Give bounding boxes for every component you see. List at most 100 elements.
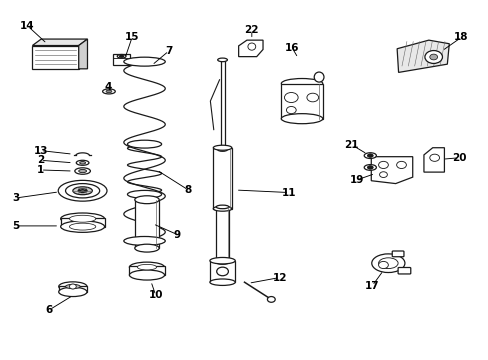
Ellipse shape: [217, 58, 227, 62]
Bar: [61, 218, 104, 226]
Circle shape: [396, 161, 406, 168]
FancyBboxPatch shape: [135, 200, 159, 248]
Text: 11: 11: [282, 188, 296, 198]
Circle shape: [429, 154, 439, 161]
Text: 19: 19: [349, 175, 363, 185]
Circle shape: [306, 93, 318, 102]
Ellipse shape: [65, 284, 80, 289]
Ellipse shape: [58, 180, 107, 201]
Text: 8: 8: [184, 185, 192, 195]
Circle shape: [367, 166, 371, 169]
Ellipse shape: [127, 140, 161, 148]
FancyBboxPatch shape: [113, 54, 130, 65]
Ellipse shape: [209, 279, 235, 285]
Ellipse shape: [135, 196, 159, 204]
Polygon shape: [79, 39, 87, 69]
Circle shape: [286, 107, 296, 114]
Ellipse shape: [213, 145, 231, 150]
Polygon shape: [423, 148, 444, 172]
Ellipse shape: [209, 257, 235, 264]
Ellipse shape: [73, 187, 92, 195]
Text: 21: 21: [344, 140, 358, 150]
Ellipse shape: [106, 90, 112, 93]
Circle shape: [69, 284, 76, 289]
Ellipse shape: [127, 190, 161, 198]
Ellipse shape: [364, 165, 376, 170]
Ellipse shape: [80, 162, 85, 164]
Ellipse shape: [69, 223, 96, 230]
Ellipse shape: [65, 184, 100, 198]
Circle shape: [284, 93, 298, 103]
Text: 22: 22: [244, 25, 259, 35]
Ellipse shape: [366, 166, 372, 169]
Ellipse shape: [378, 258, 397, 269]
Ellipse shape: [216, 261, 228, 264]
Ellipse shape: [120, 55, 123, 57]
Bar: [281, 84, 322, 119]
Bar: [209, 261, 235, 282]
Ellipse shape: [247, 43, 255, 50]
Ellipse shape: [135, 244, 159, 252]
Text: 10: 10: [148, 291, 163, 301]
Ellipse shape: [117, 54, 126, 58]
Polygon shape: [220, 60, 224, 149]
Text: 14: 14: [20, 21, 35, 31]
Text: 16: 16: [285, 43, 299, 53]
Ellipse shape: [371, 254, 404, 273]
Ellipse shape: [78, 189, 87, 193]
Text: 12: 12: [272, 273, 286, 283]
Ellipse shape: [59, 287, 87, 297]
Ellipse shape: [216, 205, 228, 209]
Ellipse shape: [129, 270, 164, 280]
Ellipse shape: [217, 148, 227, 151]
Ellipse shape: [281, 114, 322, 124]
Text: 17: 17: [364, 281, 379, 291]
FancyBboxPatch shape: [397, 267, 410, 274]
Text: 3: 3: [13, 193, 20, 203]
Text: 4: 4: [104, 82, 111, 92]
Ellipse shape: [79, 170, 86, 173]
Ellipse shape: [75, 168, 90, 174]
Circle shape: [367, 154, 371, 157]
Text: 13: 13: [33, 145, 48, 156]
Ellipse shape: [102, 89, 115, 94]
Ellipse shape: [123, 237, 165, 246]
Bar: [129, 266, 164, 275]
Ellipse shape: [59, 282, 87, 291]
Ellipse shape: [61, 213, 104, 225]
Text: 18: 18: [453, 32, 468, 42]
Text: 9: 9: [173, 230, 181, 239]
Circle shape: [379, 172, 386, 177]
Ellipse shape: [129, 262, 164, 272]
Text: 1: 1: [37, 165, 44, 175]
Ellipse shape: [281, 78, 322, 89]
Ellipse shape: [366, 154, 372, 157]
Circle shape: [429, 54, 437, 60]
Polygon shape: [213, 148, 231, 209]
Bar: [59, 286, 87, 292]
Ellipse shape: [69, 215, 96, 222]
Circle shape: [378, 261, 387, 269]
Ellipse shape: [364, 153, 376, 158]
Polygon shape: [216, 207, 228, 262]
Ellipse shape: [61, 221, 104, 232]
Polygon shape: [396, 40, 448, 72]
Text: 6: 6: [46, 305, 53, 315]
Circle shape: [267, 297, 275, 302]
Ellipse shape: [123, 57, 165, 66]
Text: 5: 5: [13, 221, 20, 231]
Ellipse shape: [137, 264, 156, 270]
Text: 2: 2: [37, 155, 44, 165]
FancyBboxPatch shape: [391, 251, 403, 257]
Polygon shape: [238, 40, 263, 57]
Circle shape: [424, 50, 442, 63]
Polygon shape: [370, 157, 412, 184]
Text: 15: 15: [125, 32, 139, 41]
Text: 20: 20: [451, 153, 466, 163]
Circle shape: [216, 267, 228, 276]
Circle shape: [378, 161, 387, 168]
Ellipse shape: [314, 72, 324, 82]
Polygon shape: [32, 39, 87, 45]
Ellipse shape: [76, 160, 89, 165]
FancyBboxPatch shape: [32, 45, 79, 69]
